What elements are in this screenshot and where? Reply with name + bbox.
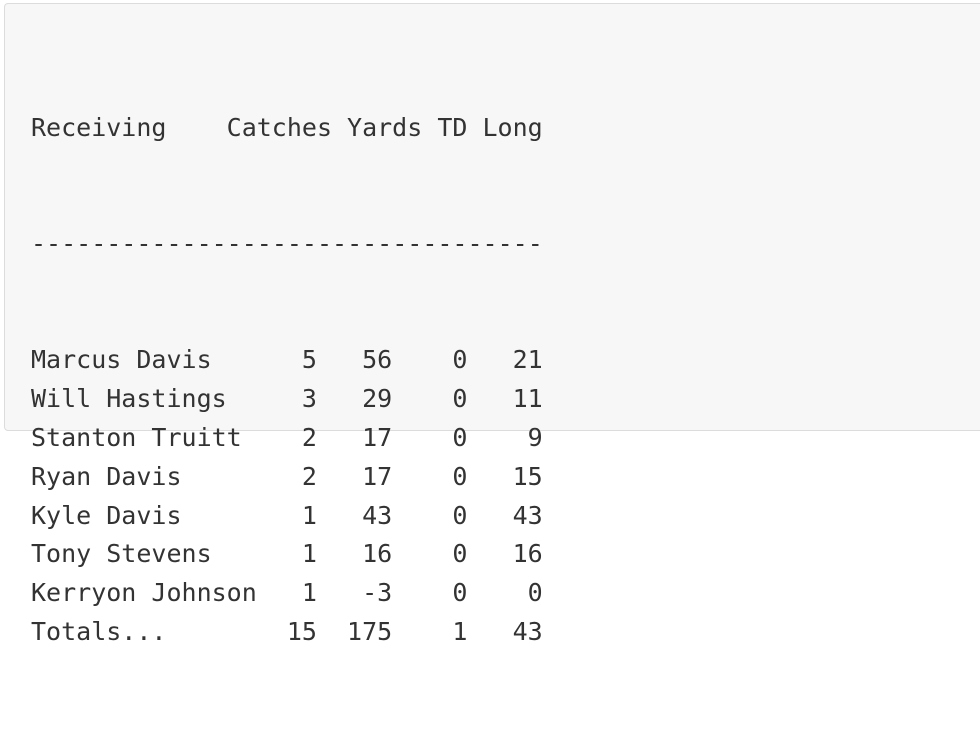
cell-catches: 1 — [301, 500, 317, 530]
cell-player-name: Kyle Davis — [31, 500, 182, 530]
header-yards: Yards — [347, 112, 423, 142]
cell-catches: 1 — [301, 578, 317, 608]
table-row: Totals... 15 175 1 43 — [31, 613, 543, 652]
header-td: TD — [437, 112, 468, 142]
table-row: Kyle Davis 1 43 0 43 — [31, 497, 543, 536]
separator: ---------------------------------- — [31, 228, 543, 258]
cell-td: 0 — [452, 461, 468, 491]
cell-yards: -3 — [362, 578, 393, 608]
receiving-stats-table: Receiving Catches Yards TD Long --------… — [31, 31, 543, 729]
cell-long: 16 — [512, 539, 543, 569]
cell-yards: 43 — [362, 500, 393, 530]
cell-catches: 2 — [301, 422, 317, 452]
cell-player-name: Kerryon Johnson — [31, 578, 257, 608]
cell-long: 21 — [512, 345, 543, 375]
header-long: Long — [482, 112, 543, 142]
cell-td: 0 — [452, 384, 468, 414]
table-row: Marcus Davis 5 56 0 21 — [31, 341, 543, 380]
cell-yards: 56 — [362, 345, 393, 375]
cell-player-name: Stanton Truitt — [31, 422, 242, 452]
cell-td: 0 — [452, 500, 468, 530]
cell-long: 9 — [527, 422, 543, 452]
cell-yards: 17 — [362, 422, 393, 452]
cell-td: 0 — [452, 578, 468, 608]
header-catches: Catches — [226, 112, 333, 142]
code-block: Receiving Catches Yards TD Long --------… — [4, 3, 980, 646]
cell-yards: 17 — [362, 461, 393, 491]
cell-long: 11 — [512, 384, 543, 414]
cell-yards: 175 — [347, 616, 393, 646]
header-row: Receiving Catches Yards TD Long — [31, 109, 543, 148]
cell-long: 43 — [512, 616, 543, 646]
cell-catches: 1 — [301, 539, 317, 569]
cell-catches: 3 — [301, 384, 317, 414]
cell-td: 0 — [452, 539, 468, 569]
cell-catches: 5 — [301, 345, 317, 375]
table-row: Stanton Truitt 2 17 0 9 — [31, 419, 543, 458]
cell-player-name: Totals... — [31, 616, 167, 646]
table-row: Tony Stevens 1 16 0 16 — [31, 535, 543, 574]
table-row: Ryan Davis 2 17 0 15 — [31, 458, 543, 497]
cell-yards: 16 — [362, 539, 393, 569]
cell-player-name: Tony Stevens — [31, 539, 212, 569]
cell-td: 0 — [452, 422, 468, 452]
table-row: Kerryon Johnson 1 -3 0 0 — [31, 574, 543, 613]
cell-player-name: Marcus Davis — [31, 345, 212, 375]
cell-player-name: Will Hastings — [31, 384, 227, 414]
cell-td: 0 — [452, 345, 468, 375]
cell-catches: 15 — [286, 616, 317, 646]
cell-long: 43 — [512, 500, 543, 530]
cell-long: 0 — [527, 578, 543, 608]
cell-catches: 2 — [301, 461, 317, 491]
cell-long: 15 — [512, 461, 543, 491]
cell-td: 1 — [452, 616, 468, 646]
table-row: Will Hastings 3 29 0 11 — [31, 380, 543, 419]
header-receiving: Receiving — [31, 112, 167, 142]
cell-player-name: Ryan Davis — [31, 461, 182, 491]
cell-yards: 29 — [362, 384, 393, 414]
